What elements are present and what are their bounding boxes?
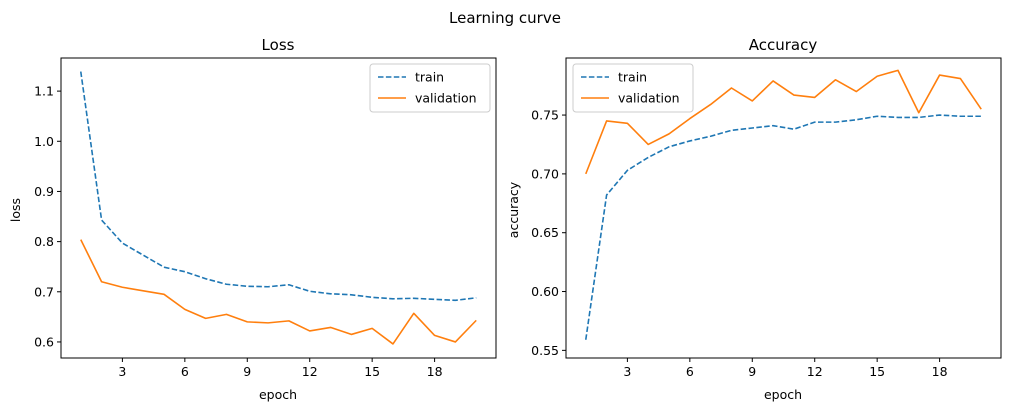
accuracy-xtick-label: 9 <box>748 364 756 379</box>
accuracy-title: Accuracy <box>749 36 818 54</box>
accuracy-axes-frame <box>565 57 1002 359</box>
loss-legend-label-train: train <box>415 70 444 85</box>
accuracy-ytick-label: 0.65 <box>531 225 559 240</box>
accuracy-series-train-line <box>584 114 982 340</box>
loss-legend: train validation <box>369 63 491 113</box>
accuracy-xtick-label: 3 <box>623 364 631 379</box>
accuracy-xlabel: epoch <box>764 387 802 402</box>
accuracy-series-validation-line <box>585 69 982 175</box>
accuracy-xtick-label: 15 <box>869 364 885 379</box>
loss-xtick-label: 3 <box>118 364 126 379</box>
accuracy-ylabel: accuracy <box>506 181 521 238</box>
accuracy-legend-box <box>572 63 694 113</box>
figure-suptitle: Learning curve <box>449 9 561 27</box>
loss-title: Loss <box>262 36 295 54</box>
loss-marks: 3 6 9 12 15 18 0.6 0.7 0.8 0.9 1.0 1.1 <box>34 71 477 379</box>
accuracy-xtick-label: 18 <box>932 364 948 379</box>
accuracy-marks: 3 6 9 12 15 18 0.55 0.60 0.65 0.70 0.75 <box>531 69 982 379</box>
loss-ytick-label: 0.8 <box>34 234 54 249</box>
loss-ytick-label: 0.9 <box>34 184 54 199</box>
loss-ytick-label: 0.7 <box>34 284 54 299</box>
accuracy-ytick-label: 0.55 <box>531 343 559 358</box>
accuracy-legend-label-validation: validation <box>618 91 680 106</box>
accuracy-ytick-label: 0.60 <box>531 284 559 299</box>
loss-xtick-label: 12 <box>302 364 318 379</box>
loss-ylabel: loss <box>8 198 23 222</box>
loss-ytick-label: 1.1 <box>34 84 54 99</box>
loss-xtick-label: 18 <box>427 364 443 379</box>
accuracy-xtick-label: 6 <box>686 364 694 379</box>
loss-xtick-label: 9 <box>243 364 251 379</box>
loss-legend-label-validation: validation <box>415 91 477 106</box>
accuracy-ytick-label: 0.75 <box>531 108 559 123</box>
accuracy-legend: train validation <box>572 63 694 113</box>
accuracy-legend-label-train: train <box>618 70 647 85</box>
loss-xtick-label: 15 <box>364 364 380 379</box>
loss-ytick-label: 0.6 <box>34 334 54 349</box>
loss-axes-frame <box>60 57 497 359</box>
loss-ytick-label: 1.0 <box>34 134 54 149</box>
accuracy-ytick-label: 0.70 <box>531 166 559 181</box>
loss-series-train-line <box>79 71 477 302</box>
loss-panel: Loss epoch loss 3 6 9 12 15 18 0.6 0.7 0.8 0.9 1.0… <box>8 36 497 402</box>
accuracy-xtick-label: 12 <box>807 364 823 379</box>
loss-legend-box <box>369 63 491 113</box>
loss-xlabel: epoch <box>259 387 297 402</box>
loss-series-validation-line <box>80 239 477 345</box>
accuracy-panel: Accuracy epoch accuracy 3 6 9 12 15 18 0.55 0.6… <box>506 36 1002 402</box>
loss-xtick-label: 6 <box>181 364 189 379</box>
